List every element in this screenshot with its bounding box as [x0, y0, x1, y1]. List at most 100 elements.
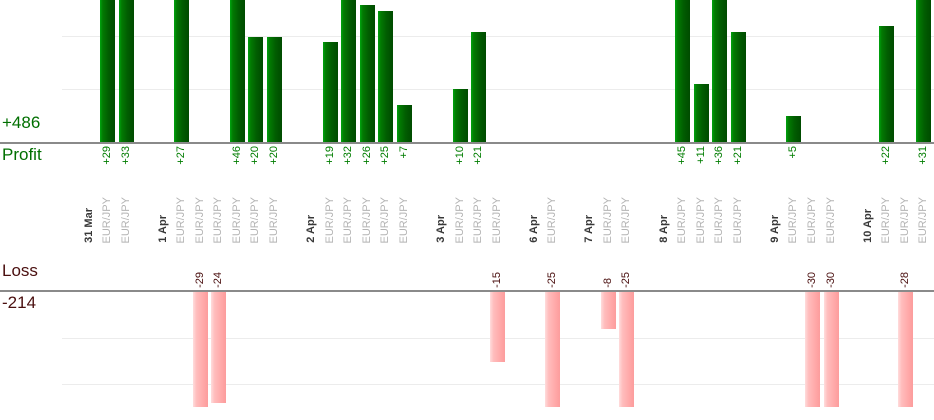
instrument-label: EUR/JPY — [379, 196, 392, 243]
loss-bar — [545, 292, 561, 407]
gridline — [62, 384, 934, 386]
loss-bar — [619, 292, 635, 407]
instrument-label: EUR/JPY — [676, 196, 689, 243]
profit-bar — [267, 36, 282, 142]
profit-bar — [118, 0, 134, 142]
loss-value-label: -24 — [212, 272, 225, 288]
loss-bar — [897, 292, 913, 407]
loss-value-label: -25 — [620, 272, 633, 288]
instrument-label: EUR/JPY — [397, 196, 410, 243]
date-label: 31 Mar — [82, 208, 95, 243]
loss-value-label: -8 — [601, 278, 614, 288]
instrument-label: EUR/JPY — [360, 196, 373, 243]
profit-bar — [100, 0, 116, 142]
profit-value-label: +36 — [713, 146, 726, 165]
gridline — [62, 36, 934, 38]
profit-bar — [359, 5, 375, 142]
profit-bar — [786, 115, 802, 142]
profit-value-label: +46 — [230, 146, 243, 165]
profit-value-label: +26 — [360, 146, 373, 165]
date-label: 10 Apr — [861, 209, 874, 243]
instrument-label: EUR/JPY — [898, 196, 911, 243]
date-label: 2 Apr — [305, 215, 318, 243]
profit-value-label: +29 — [101, 146, 114, 165]
profit-bar — [712, 0, 728, 142]
instrument-label: EUR/JPY — [193, 196, 206, 243]
loss-bar — [211, 292, 227, 404]
profit-value-label: +27 — [175, 146, 188, 165]
profit-bar — [322, 42, 338, 142]
instrument-label: EUR/JPY — [880, 196, 893, 243]
instrument-label: EUR/JPY — [175, 196, 188, 243]
instrument-label: EUR/JPY — [713, 196, 726, 243]
instrument-label: EUR/JPY — [601, 196, 614, 243]
instrument-label: EUR/JPY — [342, 196, 355, 243]
profit-bar — [730, 31, 746, 142]
instrument-label: EUR/JPY — [546, 196, 559, 243]
date-label: 6 Apr — [527, 215, 540, 243]
profit-value-label: +19 — [323, 146, 336, 165]
instrument-label: EUR/JPY — [268, 196, 280, 243]
date-label: 8 Apr — [657, 215, 670, 243]
date-label: 7 Apr — [583, 215, 596, 243]
profit-value-label: +25 — [379, 146, 392, 165]
profit-value-label: +33 — [119, 146, 132, 165]
profit-bar — [396, 105, 412, 142]
profit-value-label: +5 — [787, 146, 800, 159]
instrument-label: EUR/JPY — [490, 196, 503, 243]
loss-bar — [804, 292, 820, 407]
profit-value-label: +20 — [268, 146, 280, 165]
profit-bar — [174, 0, 190, 142]
instrument-label: EUR/JPY — [824, 196, 837, 243]
profit-value-label: +21 — [731, 146, 744, 165]
loss-bar — [192, 292, 208, 407]
profit-axis-label: Profit — [2, 145, 42, 164]
loss-bar — [489, 292, 505, 362]
gridline — [62, 88, 934, 90]
profit-value-label: +20 — [249, 146, 262, 165]
profit-value-label: +11 — [694, 146, 707, 164]
loss-value-label: -30 — [805, 272, 818, 288]
date-label: 3 Apr — [434, 215, 447, 243]
instrument-label: EUR/JPY — [119, 196, 132, 243]
profit-bar — [229, 0, 245, 142]
loss-value-label: -25 — [546, 272, 559, 288]
loss-value-label: -28 — [898, 272, 911, 288]
loss-value-label: -29 — [193, 272, 206, 288]
instrument-label: EUR/JPY — [472, 196, 485, 243]
profit-bar — [693, 84, 709, 142]
instrument-label: EUR/JPY — [620, 196, 633, 243]
profit-bar — [916, 0, 932, 142]
loss-axis-line — [0, 290, 934, 292]
profit-total: +486 — [2, 113, 41, 132]
profit-bar — [471, 31, 487, 142]
instrument-label: EUR/JPY — [101, 196, 114, 243]
profit-value-label: +31 — [917, 146, 930, 165]
instrument-label: EUR/JPY — [323, 196, 336, 243]
profit-value-label: +7 — [397, 146, 410, 159]
instrument-label: EUR/JPY — [787, 196, 800, 243]
instrument-label: EUR/JPY — [230, 196, 243, 243]
loss-bar — [600, 292, 616, 330]
profit-axis-line — [0, 141, 934, 144]
loss-value-label: -30 — [824, 272, 837, 288]
loss-value-label: -15 — [490, 272, 503, 288]
instrument-label: EUR/JPY — [805, 196, 818, 243]
profit-value-label: +21 — [472, 146, 485, 165]
profit-value-label: +10 — [453, 146, 466, 165]
instrument-label: EUR/JPY — [249, 196, 262, 243]
profit-value-label: +22 — [880, 146, 893, 165]
profit-bar — [879, 26, 895, 142]
date-label: 1 Apr — [156, 215, 169, 243]
loss-bar — [823, 292, 839, 407]
instrument-label: EUR/JPY — [453, 196, 466, 243]
instrument-label: EUR/JPY — [731, 196, 744, 243]
profit-value-label: +32 — [342, 146, 355, 165]
instrument-label: EUR/JPY — [694, 196, 707, 243]
profit-bar — [675, 0, 691, 142]
profit-bar — [378, 10, 394, 142]
date-label: 9 Apr — [768, 215, 781, 243]
profit-bar — [248, 36, 264, 142]
instrument-label: EUR/JPY — [212, 196, 225, 243]
